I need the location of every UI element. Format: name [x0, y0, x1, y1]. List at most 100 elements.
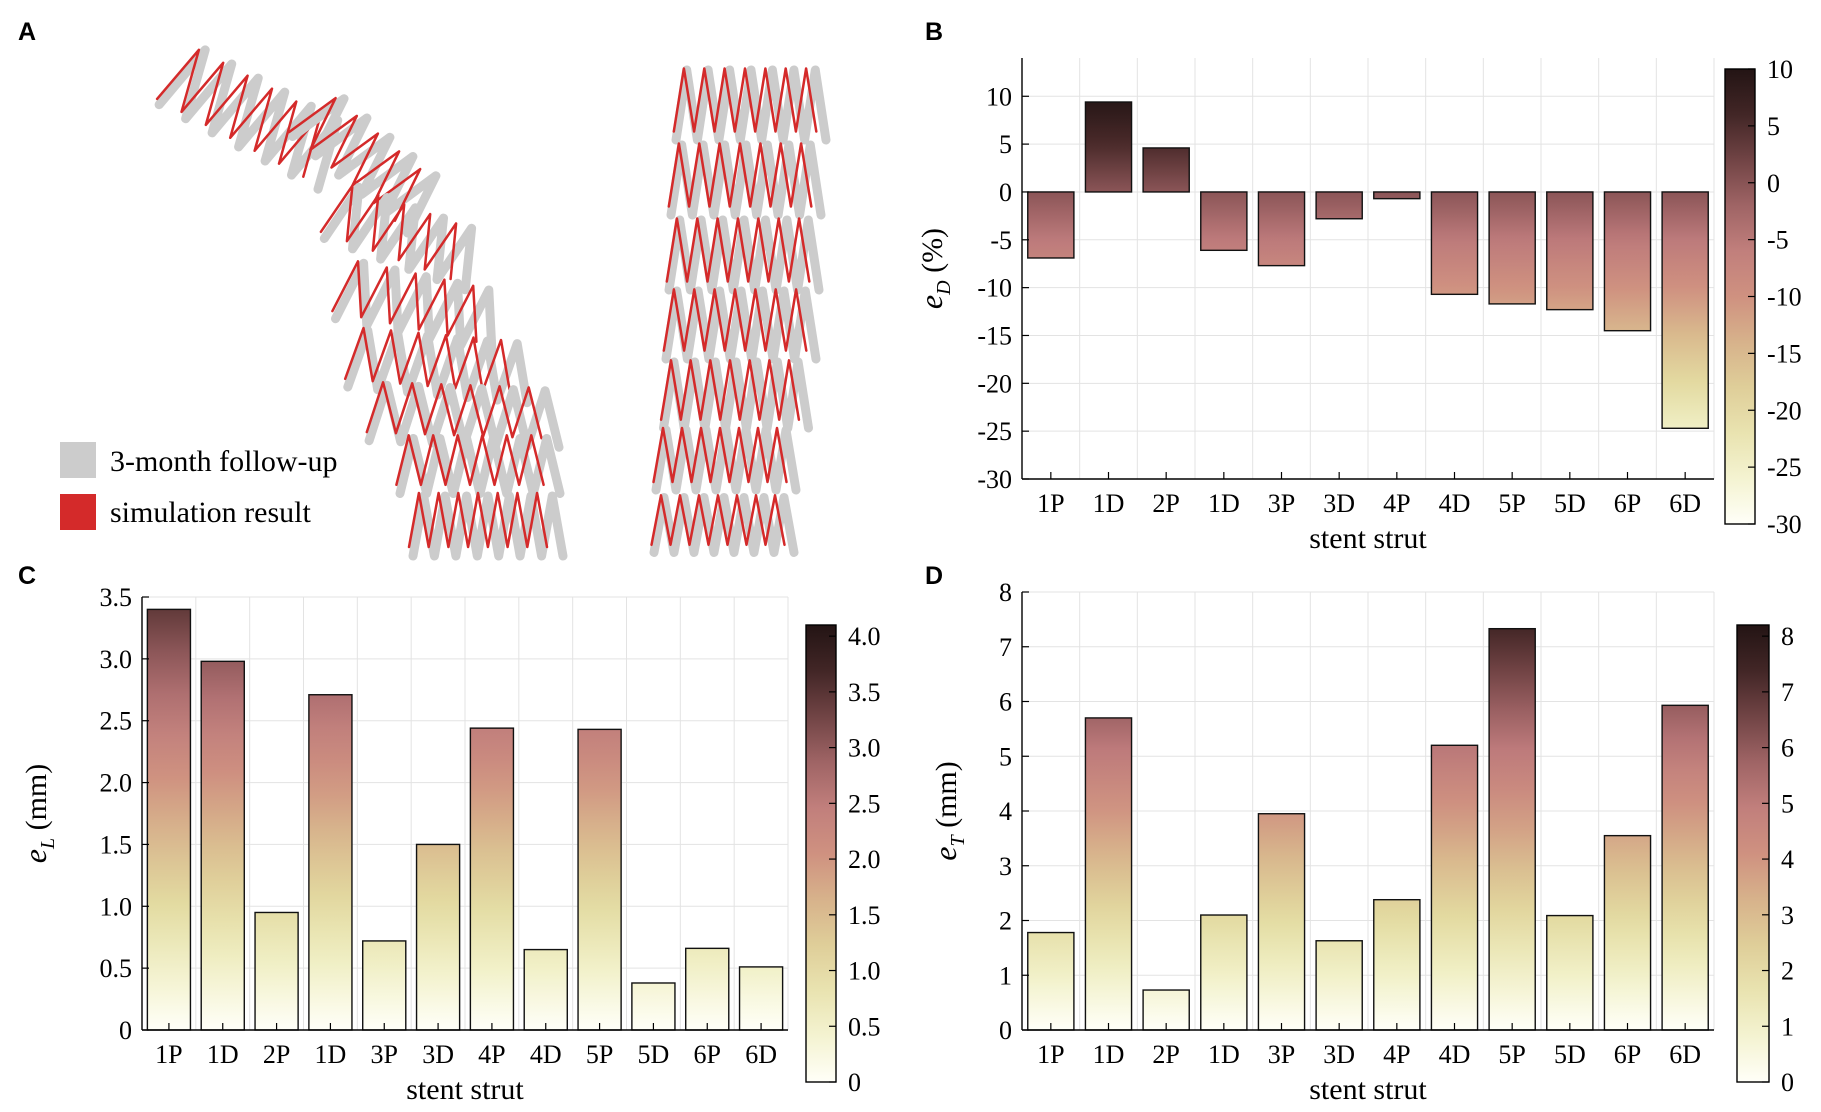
- followup-strut-left: [408, 491, 568, 561]
- simulation-strut-left: [287, 96, 422, 222]
- y-tick-label: 1.0: [100, 892, 133, 921]
- y-tick-label: -25: [977, 417, 1012, 446]
- followup-strut-right: [661, 286, 821, 364]
- colorbar-tick-label: 3.5: [848, 678, 881, 707]
- colorbar-tick-label: 5: [1781, 789, 1794, 818]
- x-tick-label: 1P: [1037, 1040, 1064, 1069]
- simulation-strut-left: [395, 434, 545, 487]
- y-tick-label: 7: [999, 633, 1012, 662]
- colorbar: [805, 624, 837, 1083]
- legend-swatch-simulation: [60, 494, 96, 530]
- bar-3d-5: [415, 843, 461, 1031]
- simulation-strut-left: [319, 184, 458, 281]
- colorbar-tick-label: 2.0: [848, 845, 881, 874]
- x-tick-label: 5D: [638, 1040, 670, 1069]
- y-label-unit: (mm): [930, 761, 963, 835]
- bar-5p-8: [577, 728, 622, 1031]
- y-tick-label: 0.5: [100, 954, 133, 983]
- followup-strut-left: [154, 45, 343, 194]
- panel-b-label: B: [925, 18, 943, 46]
- y-label-unit: (%): [916, 228, 949, 280]
- x-tick-label: 6P: [1614, 1040, 1641, 1069]
- x-axis-label: stent strut: [1309, 522, 1427, 555]
- y-tick-label: 0: [999, 1016, 1012, 1045]
- bar-6d-11: [1661, 704, 1709, 1031]
- y-tick-label: 8: [999, 578, 1012, 607]
- bar-4p-6: [1373, 898, 1421, 1031]
- colorbar-tick-label: 0.5: [848, 1012, 881, 1041]
- colorbar-tick-label: -15: [1767, 339, 1802, 368]
- panel-c-label: C: [18, 562, 36, 590]
- x-tick-label: 5P: [586, 1040, 613, 1069]
- colorbar-tick-label: -30: [1767, 510, 1802, 539]
- x-tick-label: 4D: [1439, 1040, 1471, 1069]
- panel-c: C 0 0.5 1.0 1.5 2.0 2.5 3.0 3.5 1P 1D 2P 1D 3P 3D 4P 4D…: [17, 562, 881, 1106]
- followup-strut-left: [331, 258, 497, 357]
- y-tick-label: 10: [986, 82, 1012, 111]
- colorbar-tick-label: 2: [1781, 957, 1794, 986]
- x-tick-label: 5P: [1498, 1040, 1525, 1069]
- x-tick-label: 2P: [1152, 489, 1179, 518]
- bar-5d-9: [631, 982, 676, 1031]
- x-tick-label: 2P: [263, 1040, 290, 1069]
- colorbar-tick-label: -25: [1767, 453, 1802, 482]
- y-tick-label: -15: [977, 321, 1012, 350]
- bar-3p-4: [1257, 191, 1306, 267]
- colorbar-tick-label: 4: [1781, 845, 1794, 874]
- bar-1d-1: [1084, 101, 1133, 193]
- bar-4p-6: [1373, 191, 1421, 200]
- bar-2p-2: [254, 911, 299, 1031]
- panel-d: D 0 1 2 3 4 5 6 7 8 1P 1D 2P 1D 3P 3D 4P 4D 5P 5D 6P 6D stent…: [925, 562, 1794, 1106]
- y-tick-label: 4: [999, 797, 1012, 826]
- x-tick-label: 1D: [315, 1040, 347, 1069]
- y-label-subscript: L: [37, 838, 59, 850]
- colorbar-tick-label: 8: [1781, 622, 1794, 651]
- x-tick-label: 4P: [1383, 489, 1410, 518]
- y-label-symbol: e: [913, 295, 949, 309]
- x-tick-label: 1D: [207, 1040, 239, 1069]
- x-tick-label: 5D: [1554, 489, 1586, 518]
- y-tick-label: 2: [999, 907, 1012, 936]
- y-tick-label: 3.5: [100, 583, 133, 612]
- followup-strut-right: [664, 215, 824, 295]
- followup-strut-left: [288, 94, 441, 238]
- simulation-strut-right: [667, 142, 813, 208]
- x-tick-label: 6P: [694, 1040, 721, 1069]
- bar-4d-7: [1430, 744, 1479, 1031]
- y-tick-label: 1: [999, 961, 1012, 990]
- simulation-strut-left: [155, 48, 322, 178]
- followup-strut-right: [651, 425, 801, 495]
- simulation-strut-right: [652, 426, 788, 484]
- legend-label-followup: 3-month follow-up: [110, 445, 337, 478]
- x-axis-label: stent strut: [1309, 1073, 1427, 1106]
- y-label-unit: (mm): [20, 764, 53, 838]
- chart-c: 0 0.5 1.0 1.5 2.0 2.5 3.0 3.5 1P 1D 2P 1D 3P 3D 4P 4D 5P…: [17, 583, 881, 1106]
- y-tick-label: 6: [999, 688, 1012, 717]
- legend-label-simulation: simulation result: [110, 496, 311, 529]
- followup-strut-right: [649, 493, 799, 557]
- simulation-strut-left: [365, 381, 543, 440]
- y-label-subscript: T: [947, 834, 969, 847]
- y-axis-label: eL (mm): [17, 764, 59, 863]
- chart-b: -30 -25 -20 -15 -10 -5 0 5 10 1P 1D 2P 1D 3P 3D 4P 4D 5P 5…: [913, 55, 1802, 555]
- x-tick-label: 6P: [1614, 489, 1641, 518]
- x-tick-label: 3D: [1323, 489, 1355, 518]
- colorbar-tick-label: 6: [1781, 734, 1794, 763]
- simulation-strut-right: [672, 67, 818, 133]
- y-tick-label: 1.5: [100, 830, 133, 859]
- simulation-strut-right: [665, 217, 811, 283]
- bar-6p-10: [1603, 834, 1652, 1031]
- bar-6p-10: [685, 947, 730, 1031]
- followup-strut-right: [671, 65, 831, 145]
- bar-1d-3: [308, 694, 353, 1031]
- y-tick-label: 5: [999, 130, 1012, 159]
- bar-3p-4: [362, 940, 407, 1031]
- stent-reconstruction-left: [154, 45, 568, 561]
- chart-d: 0 1 2 3 4 5 6 7 8 1P 1D 2P 1D 3P 3D 4P 4D 5P 5D 6P 6D stent s…: [927, 578, 1794, 1106]
- colorbar-tick-label: 3.0: [848, 734, 881, 763]
- x-tick-label: 1D: [1093, 489, 1125, 518]
- y-tick-label: 0: [999, 178, 1012, 207]
- colorbar-tick-label: 10: [1767, 55, 1793, 84]
- colorbar-tick-label: 1.0: [848, 957, 881, 986]
- bar-1d-1: [1084, 717, 1133, 1031]
